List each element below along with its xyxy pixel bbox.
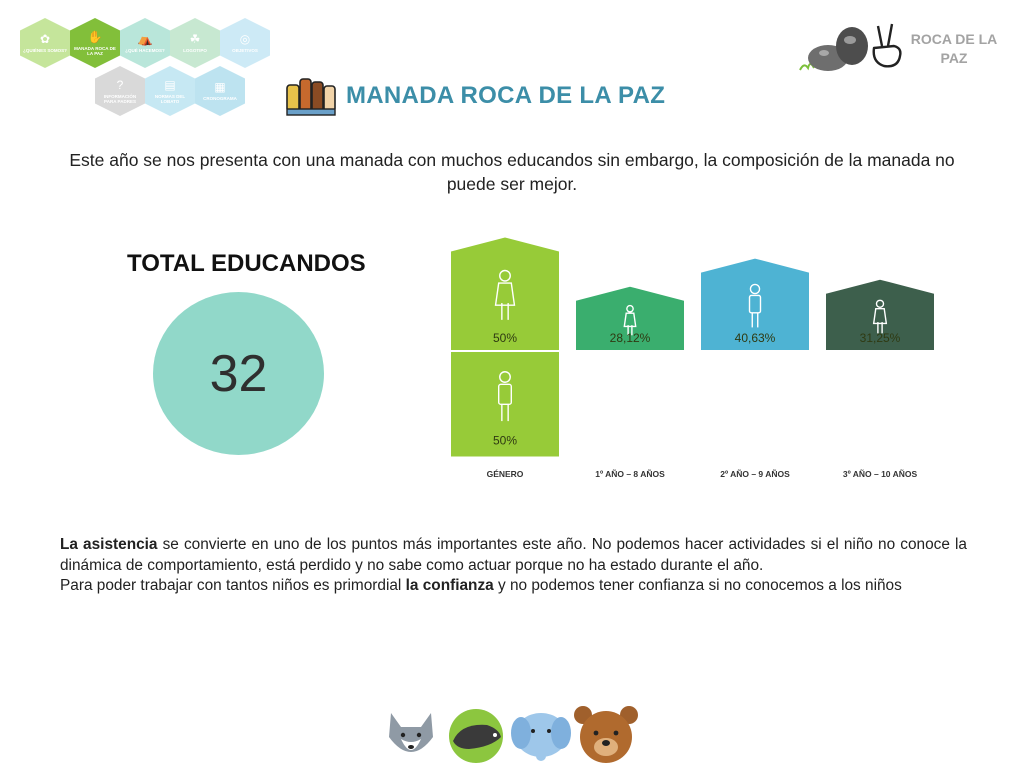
bar-2: 40,63% xyxy=(701,258,809,350)
logo-text: ROCA DE LA PAZ xyxy=(910,31,998,66)
bar-value-label: 40,63% xyxy=(735,331,776,345)
category-label: GÉNERO xyxy=(487,469,524,479)
calendar-icon: ▦ xyxy=(214,80,226,94)
page-title: MANADA ROCA DE LA PAZ xyxy=(346,82,666,109)
attendance-paragraph: La asistencia se convierte en uno de los… xyxy=(60,535,967,597)
tent-icon: ⛺ xyxy=(137,32,153,46)
target-icon: ◎ xyxy=(239,32,251,46)
question-icon: ? xyxy=(116,77,124,92)
nav-hex-normas-lobato[interactable]: ▤ Normas del lobato xyxy=(145,66,195,116)
nav-hex-label: Logotipo xyxy=(183,48,207,53)
roca-de-la-paz-logo: ROCA DE LA PAZ xyxy=(798,18,1008,78)
composition-chart: 50% 50% GÉNERO 28,12% 1º AÑO – 8 AÑOS 40,63% 2… xyxy=(451,237,934,479)
nav-hex-informacion-padres[interactable]: ? Información para padres xyxy=(95,66,145,116)
bar-0: 50% xyxy=(451,237,559,350)
nav-hex-label: Información para padres xyxy=(103,93,137,104)
flower-icon: ✿ xyxy=(39,32,51,46)
paragraph-text-3: y no podemos tener confianza si no conoc… xyxy=(493,577,902,594)
bar-3: 31,25% xyxy=(826,279,934,350)
bar-1: 28,12% xyxy=(576,286,684,350)
raised-hands-icon xyxy=(286,78,336,116)
nav-hex-quienes-somos[interactable]: ✿ ¿Quiénes somos? xyxy=(20,18,70,68)
hex-navigation: ✿¿Quiénes somos? › ✋Manada Roca de la Pa… xyxy=(20,18,280,118)
nav-hex-logotipo[interactable]: ☘ Logotipo xyxy=(170,18,220,68)
bar-value-label: 31,25% xyxy=(860,331,901,345)
bar-value-label: 50% xyxy=(493,331,517,345)
confianza-bold: la confianza xyxy=(405,577,494,594)
leaf-icon: ☘ xyxy=(189,32,201,46)
book-icon: ▤ xyxy=(164,77,176,92)
asistencia-bold: La asistencia xyxy=(60,536,158,553)
paragraph-text-1: se convierte en uno de los puntos más im… xyxy=(60,536,967,574)
intro-text: Este año se nos presenta con una manada … xyxy=(69,150,955,194)
nav-hex-cronograma[interactable]: ▦ Cronograma xyxy=(195,66,245,116)
bar-value-label: 28,12% xyxy=(610,331,651,345)
nav-hex-label: ¿Quiénes somos? xyxy=(23,48,67,53)
nav-hex-label: Objetivos xyxy=(232,48,258,53)
total-educandos-circle: 32 xyxy=(153,292,324,455)
bar-lower-0: 50% xyxy=(451,352,559,457)
elephant-icon xyxy=(511,713,571,761)
wolf-icon xyxy=(389,713,433,752)
nav-hex-label: Normas del lobato xyxy=(154,93,186,104)
nav-hex-label: Manada Roca de la Paz xyxy=(74,45,116,56)
category-label: 2º AÑO – 9 AÑOS xyxy=(720,469,790,479)
bear-icon xyxy=(574,706,638,763)
total-educandos-label: TOTAL EDUCANDOS xyxy=(127,250,366,277)
paragraph-text-2: Para poder trabajar con tantos niños es … xyxy=(60,577,406,594)
rocks-peace-icon xyxy=(799,23,902,71)
nav-hex-label: ¿Qué hacemos? xyxy=(125,48,165,53)
hands-icon: ✋ xyxy=(87,29,103,44)
nav-hex-objetivos[interactable]: ◎ Objetivos xyxy=(220,18,270,68)
bar-value-label: 50% xyxy=(493,434,517,448)
nav-hex-manada[interactable]: ✋ Manada Roca de la Paz xyxy=(70,18,120,68)
nav-hex-que-hacemos[interactable]: ⛺ ¿Qué hacemos? xyxy=(120,18,170,68)
animals-row xyxy=(389,706,638,763)
category-label: 1º AÑO – 8 AÑOS xyxy=(595,469,665,479)
badger-icon xyxy=(449,709,503,763)
nav-hex-label: Cronograma xyxy=(203,96,237,101)
category-label: 3º AÑO – 10 AÑOS xyxy=(843,469,918,479)
total-educandos-value: 32 xyxy=(209,344,268,403)
